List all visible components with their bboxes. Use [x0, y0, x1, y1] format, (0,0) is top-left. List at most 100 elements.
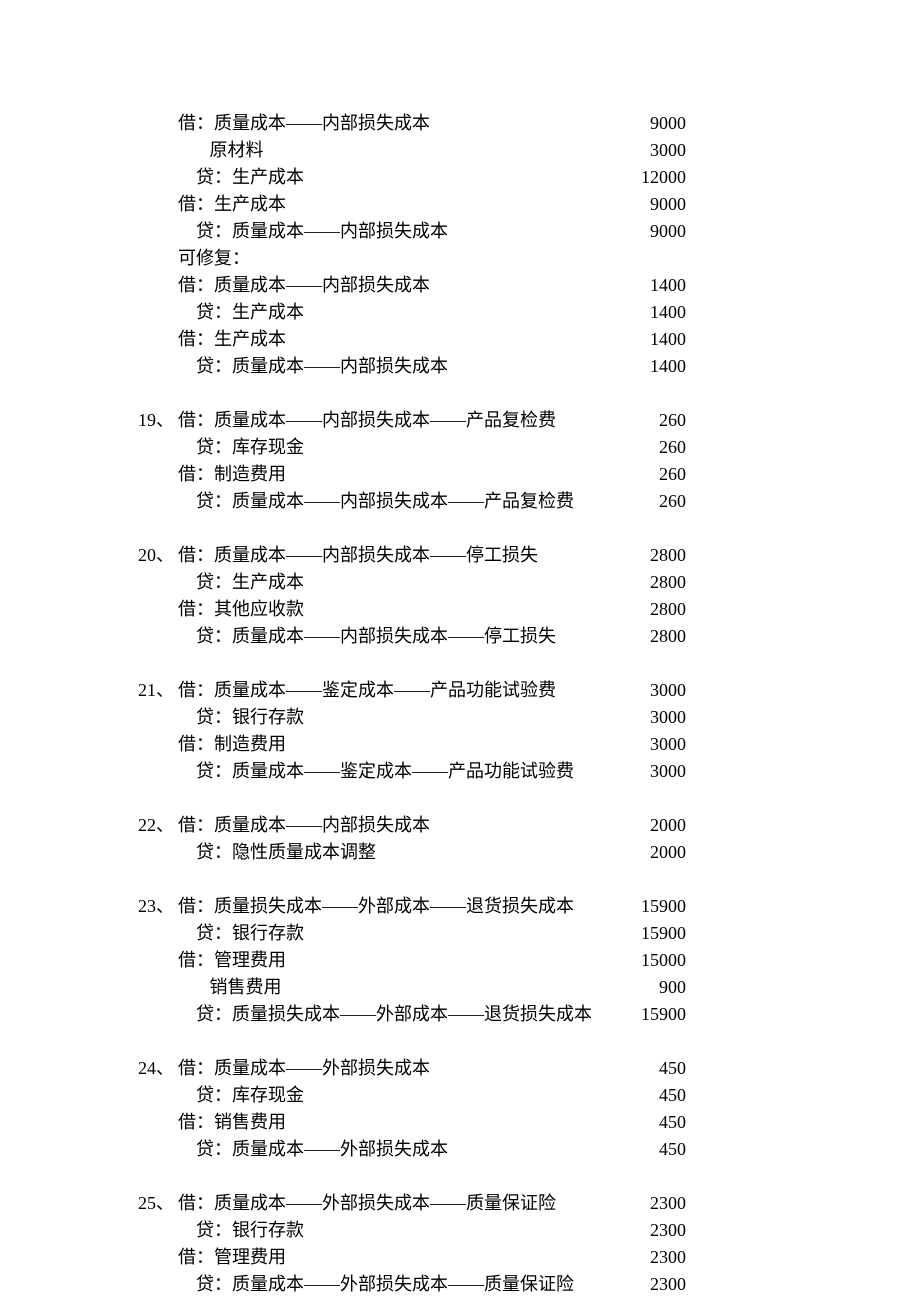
- entry-amount: 450: [618, 1136, 686, 1163]
- entry-text: 贷：质量成本——外部损失成本: [178, 1136, 618, 1163]
- entry-text: 贷：银行存款: [178, 1217, 618, 1244]
- entry-text: 贷：生产成本: [178, 164, 618, 191]
- entry-row: 借：销售费用450: [138, 1109, 920, 1136]
- entry-row: 贷：质量成本——内部损失成本1400: [138, 353, 920, 380]
- entry-text: 借：生产成本: [178, 191, 618, 218]
- entry-text: 贷：库存现金: [178, 1082, 618, 1109]
- entry-text: 贷：生产成本: [178, 569, 618, 596]
- entry-amount: 1400: [618, 272, 686, 299]
- entry-row: 贷：银行存款15900: [138, 920, 920, 947]
- entry-number: [138, 839, 178, 866]
- entry-row: 贷：生产成本2800: [138, 569, 920, 596]
- entry-row: 贷：质量成本——外部损失成本450: [138, 1136, 920, 1163]
- entry-amount: 2300: [618, 1190, 686, 1217]
- entry-amount: 2000: [618, 812, 686, 839]
- entry-amount: 450: [618, 1082, 686, 1109]
- entry-number: [138, 1082, 178, 1109]
- entry-number: [138, 1271, 178, 1298]
- blank-line: [138, 515, 920, 542]
- entry-amount: 450: [618, 1109, 686, 1136]
- entry-amount: 2800: [618, 542, 686, 569]
- blank-line: [138, 380, 920, 407]
- entry-amount: 9000: [618, 191, 686, 218]
- entry-text: 借：其他应收款: [178, 596, 618, 623]
- entry-text: 借：质量成本——外部损失成本——质量保证险: [178, 1190, 618, 1217]
- entry-number: [138, 1244, 178, 1271]
- entry-amount: 260: [618, 407, 686, 434]
- entry-number: 20、: [138, 542, 178, 569]
- entry-amount: 2300: [618, 1271, 686, 1298]
- entry-text: 贷：隐性质量成本调整: [178, 839, 618, 866]
- entry-number: 22、: [138, 812, 178, 839]
- entry-text: 贷：质量成本——内部损失成本——停工损失: [178, 623, 618, 650]
- entry-number: [138, 434, 178, 461]
- entry-number: [138, 353, 178, 380]
- entry-text: 贷：质量成本——内部损失成本: [178, 353, 618, 380]
- entry-amount: 12000: [618, 164, 686, 191]
- entry-row: 借：制造费用260: [138, 461, 920, 488]
- entry-text: 可修复：: [178, 245, 618, 272]
- entry-number: [138, 164, 178, 191]
- entry-number: [138, 488, 178, 515]
- entry-number: [138, 326, 178, 353]
- entry-number: [138, 245, 178, 272]
- entry-number: 19、: [138, 407, 178, 434]
- entry-row: 贷：质量成本——内部损失成本9000: [138, 218, 920, 245]
- entry-amount: [618, 245, 686, 272]
- entry-row: 19、借：质量成本——内部损失成本——产品复检费260: [138, 407, 920, 434]
- entry-text: 贷：质量成本——内部损失成本: [178, 218, 618, 245]
- entry-row: 借：生产成本9000: [138, 191, 920, 218]
- entry-text: 借：制造费用: [178, 731, 618, 758]
- entry-amount: 3000: [618, 758, 686, 785]
- entry-row: 贷：质量成本——外部损失成本——质量保证险2300: [138, 1271, 920, 1298]
- entry-number: [138, 272, 178, 299]
- entry-text: 借：制造费用: [178, 461, 618, 488]
- entry-row: 借：其他应收款2800: [138, 596, 920, 623]
- entry-row: 可修复：: [138, 245, 920, 272]
- entry-row: 贷：质量成本——内部损失成本——产品复检费260: [138, 488, 920, 515]
- entry-row: 贷：质量成本——鉴定成本——产品功能试验费3000: [138, 758, 920, 785]
- entry-row: 销售费用900: [138, 974, 920, 1001]
- entry-row: 借：管理费用2300: [138, 1244, 920, 1271]
- entry-amount: 1400: [618, 299, 686, 326]
- entry-number: 25、: [138, 1190, 178, 1217]
- entry-number: 24、: [138, 1055, 178, 1082]
- entry-row: 20、借：质量成本——内部损失成本——停工损失2800: [138, 542, 920, 569]
- entry-amount: 260: [618, 434, 686, 461]
- entry-amount: 450: [618, 1055, 686, 1082]
- entry-number: [138, 920, 178, 947]
- entry-amount: 9000: [618, 218, 686, 245]
- entry-text: 贷：生产成本: [178, 299, 618, 326]
- entry-number: [138, 1136, 178, 1163]
- entry-text: 借：销售费用: [178, 1109, 618, 1136]
- entry-text: 借：质量成本——外部损失成本: [178, 1055, 618, 1082]
- entry-amount: 3000: [618, 137, 686, 164]
- entry-amount: 9000: [618, 110, 686, 137]
- document-page: 借：质量成本——内部损失成本9000 原材料3000 贷：生产成本12000借：…: [0, 0, 920, 1302]
- entry-number: 23、: [138, 893, 178, 920]
- entry-amount: 15000: [618, 947, 686, 974]
- blank-line: [138, 650, 920, 677]
- entry-text: 借：质量成本——内部损失成本: [178, 812, 618, 839]
- blank-line: [138, 1028, 920, 1055]
- entry-amount: 2300: [618, 1244, 686, 1271]
- entry-number: [138, 137, 178, 164]
- entry-row: 贷：隐性质量成本调整2000: [138, 839, 920, 866]
- entry-text: 贷：质量成本——外部损失成本——质量保证险: [178, 1271, 618, 1298]
- entry-row: 24、借：质量成本——外部损失成本450: [138, 1055, 920, 1082]
- entry-text: 贷：库存现金: [178, 434, 618, 461]
- entry-number: [138, 218, 178, 245]
- entry-row: 贷：质量损失成本——外部成本——退货损失成本15900: [138, 1001, 920, 1028]
- entry-text: 借：质量成本——鉴定成本——产品功能试验费: [178, 677, 618, 704]
- entry-amount: 2800: [618, 596, 686, 623]
- entry-amount: 2300: [618, 1217, 686, 1244]
- entry-amount: 15900: [618, 893, 686, 920]
- entry-number: [138, 758, 178, 785]
- entry-number: [138, 974, 178, 1001]
- entry-row: 22、借：质量成本——内部损失成本2000: [138, 812, 920, 839]
- entry-number: [138, 947, 178, 974]
- entry-text: 借：质量损失成本——外部成本——退货损失成本: [178, 893, 618, 920]
- entry-number: [138, 596, 178, 623]
- entry-number: [138, 1001, 178, 1028]
- entry-number: 21、: [138, 677, 178, 704]
